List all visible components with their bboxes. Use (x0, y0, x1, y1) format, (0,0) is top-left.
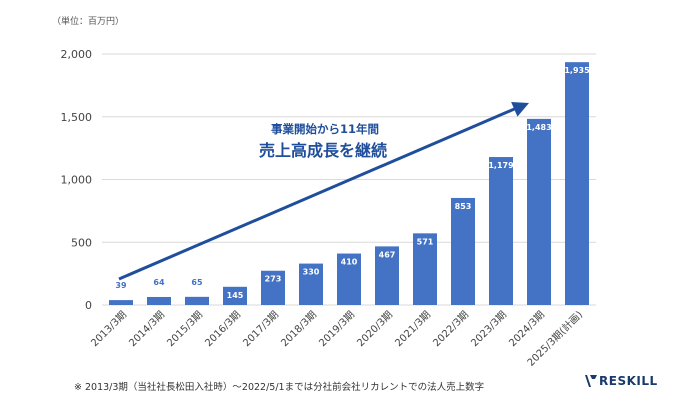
x-tick-label: 2015/3期 (165, 309, 205, 349)
bar-value-label: 1,935 (564, 66, 590, 75)
x-tick-label: 2016/3期 (203, 309, 243, 349)
growth-arrow-head (511, 101, 529, 117)
bar-value-label: 65 (191, 278, 203, 287)
y-tick-label: 500 (71, 236, 92, 249)
bar (413, 233, 437, 305)
bar (451, 197, 475, 305)
x-tick-label: 2023/3期 (469, 309, 509, 349)
bar-value-label: 64 (153, 278, 165, 287)
reskill-logo-icon (585, 375, 597, 387)
unit-label: （単位：百万円） (52, 17, 125, 27)
y-tick-label: 2,000 (61, 48, 93, 61)
footnote: ※ 2013/3期（当社社長松田入社時）〜2022/5/1までは分社前会社リカレ… (74, 382, 485, 393)
bar (299, 263, 323, 305)
bar-value-label: 410 (341, 258, 358, 267)
company-logo: RESKILL (583, 374, 658, 388)
y-tick-label: 1,000 (61, 174, 93, 187)
y-tick-label: 0 (85, 299, 92, 312)
bar-value-label: 571 (417, 237, 434, 246)
x-tick-label: 2013/3期 (89, 309, 129, 349)
x-tick-label: 2020/3期 (355, 309, 395, 349)
growth-arrow-line (118, 105, 520, 281)
bar (375, 246, 399, 305)
bar (337, 253, 361, 305)
bar (489, 157, 513, 305)
x-tick-label: 2022/3期 (431, 309, 471, 349)
x-tick-label: 2014/3期 (127, 309, 167, 349)
bar-value-label: 145 (227, 291, 244, 300)
x-tick-label: 2021/3期 (393, 309, 433, 349)
bar-value-label: 853 (455, 202, 472, 211)
x-tick-label: 2024/3期 (507, 309, 547, 349)
bar (565, 62, 589, 305)
bar (261, 270, 285, 305)
x-tick-label: 2018/3期 (279, 309, 319, 349)
bar (527, 118, 551, 305)
bar-value-label: 467 (379, 250, 396, 259)
bar-value-label: 1,483 (526, 123, 551, 132)
bar (185, 296, 209, 305)
bar-value-label: 39 (115, 281, 127, 290)
bar (223, 286, 247, 305)
bar (147, 296, 171, 305)
bar-value-label: 1,179 (488, 161, 514, 170)
annotation-line2: 売上高成長を継続 (259, 141, 387, 160)
x-tick-label: 2017/3期 (241, 309, 281, 349)
logo-text: RESKILL (599, 374, 658, 388)
x-tick-label: 2019/3期 (317, 309, 357, 349)
bar-value-label: 273 (265, 275, 282, 284)
bar (109, 300, 133, 305)
bar-value-label: 330 (303, 268, 320, 277)
y-tick-label: 1,500 (61, 111, 93, 124)
annotation-line1: 事業開始から11年間 (271, 122, 379, 136)
